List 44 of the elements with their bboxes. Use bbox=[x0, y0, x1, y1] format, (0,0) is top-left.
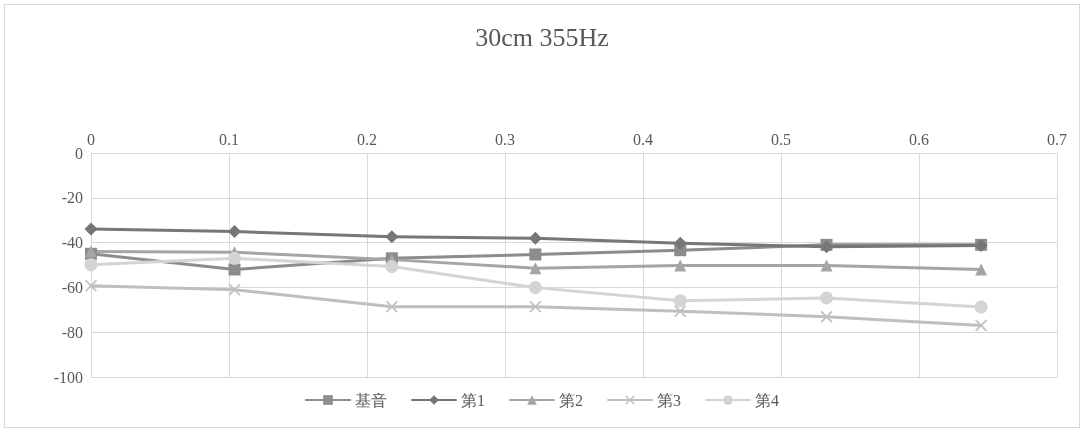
y-tick-label: -100 bbox=[53, 368, 83, 386]
point bbox=[974, 300, 988, 314]
x-tick-label: 0 bbox=[87, 130, 95, 148]
y-tick-label: 0 bbox=[75, 144, 83, 162]
point bbox=[228, 225, 242, 239]
y-tick-label: -40 bbox=[61, 234, 83, 252]
point bbox=[84, 258, 98, 272]
y-tick-label: -20 bbox=[61, 189, 83, 207]
point bbox=[228, 283, 241, 296]
point bbox=[674, 305, 687, 318]
point bbox=[673, 294, 687, 308]
chart-title: 30cm 355Hz bbox=[475, 22, 609, 52]
legend-label: 第3 bbox=[657, 391, 681, 409]
point bbox=[528, 281, 542, 295]
x-tick-label: 0.1 bbox=[219, 130, 239, 148]
legend-label: 基音 bbox=[355, 391, 387, 409]
point bbox=[385, 260, 399, 274]
point bbox=[84, 222, 98, 236]
x-tick-label: 0.6 bbox=[909, 130, 929, 148]
point bbox=[228, 251, 242, 265]
point bbox=[529, 248, 542, 261]
point bbox=[528, 231, 542, 245]
x-tick-label: 0.7 bbox=[1047, 130, 1067, 148]
point bbox=[529, 262, 542, 275]
point bbox=[385, 230, 399, 244]
x-tick-label: 0.2 bbox=[357, 130, 377, 148]
y-tick-label: -60 bbox=[61, 278, 83, 296]
point bbox=[975, 263, 988, 276]
legend-label: 第1 bbox=[461, 391, 485, 409]
legend-label: 第4 bbox=[755, 391, 779, 409]
x-tick-label: 0.3 bbox=[495, 130, 515, 148]
y-tick-label: -80 bbox=[61, 323, 83, 341]
point bbox=[674, 259, 687, 272]
point bbox=[820, 291, 834, 305]
point bbox=[385, 300, 398, 313]
point bbox=[529, 300, 542, 313]
x-tick-label: 0.4 bbox=[633, 130, 653, 148]
x-tick-label: 0.5 bbox=[771, 130, 791, 148]
point bbox=[673, 236, 687, 250]
point bbox=[85, 279, 97, 292]
point bbox=[820, 310, 833, 323]
point bbox=[820, 259, 833, 272]
legend-label: 第2 bbox=[559, 391, 583, 409]
point bbox=[228, 263, 241, 276]
